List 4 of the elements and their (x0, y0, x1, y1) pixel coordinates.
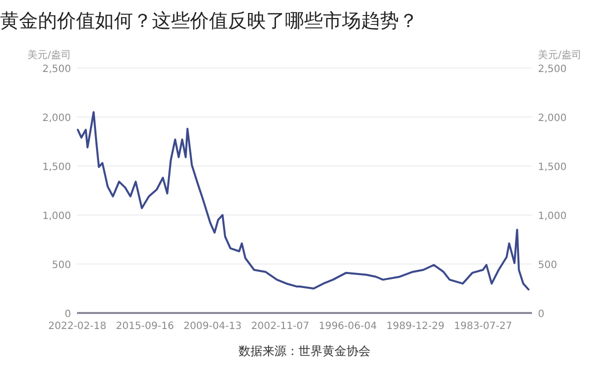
y2label: 美元/盎司 (538, 50, 582, 61)
annotation: 数据来源：世界黄金协会 (238, 344, 370, 358)
title: 黄金的价值如何？这些价值反映了哪些市场趋势？ (0, 10, 418, 32)
ylabel: 美元/盎司 (28, 50, 71, 61)
